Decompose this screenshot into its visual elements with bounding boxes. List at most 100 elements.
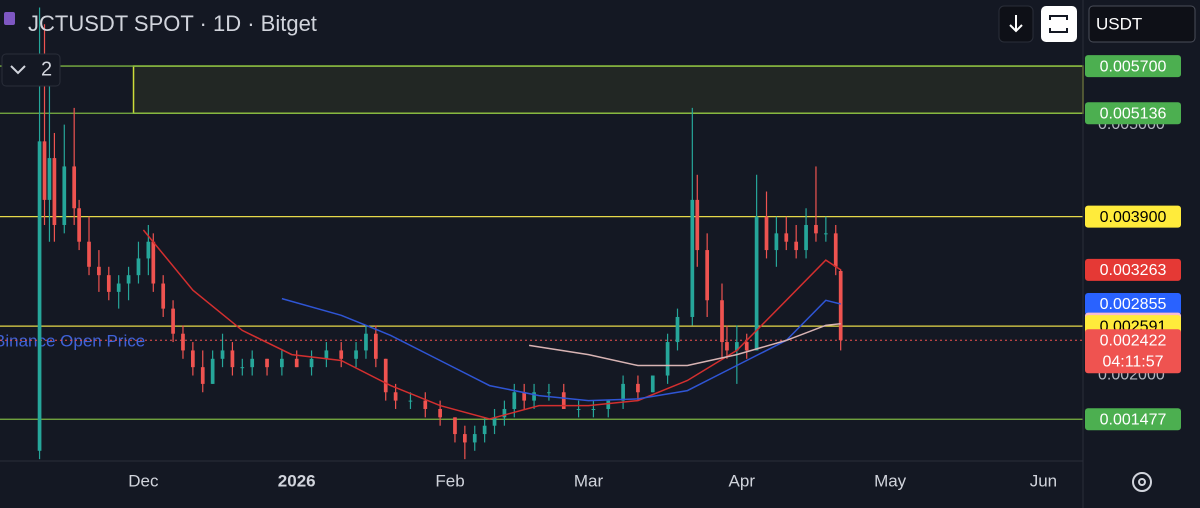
currency-select[interactable]: USDT (1088, 5, 1196, 43)
price-label-box (1085, 205, 1181, 228)
candle-body (690, 199, 695, 317)
candle-body (37, 141, 42, 451)
candle-body (492, 417, 497, 426)
candle-body (675, 316, 680, 343)
candle-body (87, 241, 91, 267)
candle-body (200, 367, 205, 384)
price-label: 0.003900 (1100, 209, 1167, 226)
candle-body (324, 350, 329, 359)
candle-body (814, 224, 818, 234)
candle-body (106, 275, 111, 292)
candle-body (576, 408, 581, 410)
candle-body (265, 358, 269, 368)
candle-body (720, 300, 724, 343)
candle-body (838, 270, 843, 341)
candle-body (423, 400, 428, 409)
candle-body (804, 224, 808, 251)
candle-body (784, 233, 789, 242)
candle-body (309, 358, 314, 368)
candle-body (636, 383, 640, 393)
candle-body (482, 425, 487, 435)
candle-body (364, 333, 368, 351)
candle-body (621, 383, 625, 401)
plot-area: Binance Open Price (0, 7, 1084, 460)
candle-body (453, 417, 457, 435)
candle-body (339, 350, 344, 359)
fullscreen-button[interactable] (1041, 6, 1077, 42)
candle-body (294, 358, 299, 368)
chart-title: JCTUSDT SPOT · 1D · Bitget (28, 11, 317, 36)
price-label: 0.003263 (1100, 262, 1167, 279)
candle-body (136, 258, 141, 276)
candle-body (171, 308, 175, 334)
candle-body (794, 241, 799, 251)
candle-body (280, 358, 284, 368)
candle-body (240, 367, 245, 369)
candle-body (522, 392, 527, 401)
price-label-box (1085, 408, 1181, 431)
x-tick-label: Feb (435, 471, 464, 490)
indicator-toggle[interactable]: 2 (1, 53, 61, 87)
price-label-box (1085, 55, 1181, 78)
candle-body (116, 283, 121, 292)
candle-body (823, 233, 828, 235)
candle-body (146, 241, 151, 259)
candle-body (52, 158, 57, 225)
candle-body (833, 233, 838, 267)
x-tick-label: Jun (1030, 471, 1057, 490)
candle-body (181, 333, 185, 351)
candle-body (383, 358, 388, 393)
candle-body (472, 434, 477, 443)
candle-body (512, 392, 517, 409)
moving-average-line (528, 322, 841, 367)
x-tick-label: 2026 (278, 471, 316, 490)
candle-body (462, 434, 467, 443)
candle-body (126, 275, 131, 284)
indicator-count: 2 (41, 58, 52, 80)
currency-label: USDT (1096, 14, 1142, 33)
x-tick-label: May (874, 471, 907, 490)
countdown-label: 04:11:57 (1102, 353, 1163, 370)
chevron-icon (10, 65, 26, 75)
candle-body (650, 375, 655, 393)
price-label: 0.005700 (1100, 58, 1167, 75)
candle-body (705, 250, 710, 301)
candle-body (230, 350, 235, 368)
download-button[interactable] (998, 5, 1034, 43)
candle-body (591, 408, 596, 410)
candle-body (561, 392, 566, 409)
candle-body (744, 342, 749, 351)
settings-button[interactable] (1132, 472, 1152, 492)
price-label-box (1085, 293, 1181, 316)
candle-body (734, 342, 739, 351)
candle-body (42, 141, 47, 200)
candle-body (151, 241, 156, 284)
moving-average-line (142, 229, 842, 420)
candle-body (408, 400, 413, 402)
candle-body (47, 158, 52, 200)
candle-body (62, 166, 67, 225)
candle-body (220, 350, 225, 359)
price-label-box (1085, 102, 1181, 125)
x-tick-label: Apr (729, 471, 756, 490)
candle-body (695, 199, 700, 251)
candle-body (665, 342, 670, 376)
candle-body (354, 350, 358, 359)
candle-body (764, 216, 769, 251)
candle-body (393, 392, 398, 401)
price-label: 0.005136 (1100, 105, 1167, 122)
candle-body (606, 400, 611, 409)
candle-body (754, 216, 759, 351)
candle-body (97, 266, 101, 276)
x-tick-label: Mar (574, 471, 604, 490)
candle-body (77, 208, 81, 242)
candle-body (438, 408, 442, 418)
candle-body (210, 358, 215, 384)
price-label-box (1085, 258, 1181, 281)
candle-body (373, 333, 378, 359)
candle-body (161, 283, 166, 309)
x-tick-label: Dec (128, 471, 159, 490)
